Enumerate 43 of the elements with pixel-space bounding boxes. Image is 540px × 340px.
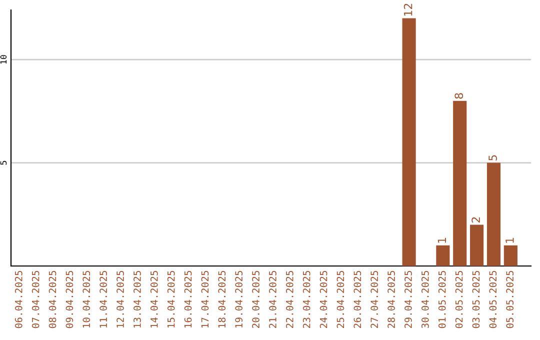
- bar: [504, 245, 518, 266]
- x-tick-label: 13.04.2025: [134, 270, 141, 328]
- bar: [453, 100, 467, 266]
- x-tick-label: 28.04.2025: [388, 270, 395, 328]
- x-tick-label: 15.04.2025: [167, 270, 175, 328]
- bar: [436, 245, 450, 266]
- x-tick-label: 07.04.2025: [32, 270, 40, 328]
- x-tick-label: 14.04.2025: [150, 270, 158, 328]
- x-tick-label: 21.04.2025: [269, 270, 276, 328]
- bar: [470, 224, 484, 266]
- x-tick-label: 09.04.2025: [66, 270, 74, 328]
- x-tick-label: 25.04.2025: [336, 270, 344, 328]
- x-tick-label: 12.04.2025: [116, 270, 124, 328]
- x-tick-label: 16.04.2025: [184, 270, 192, 328]
- x-tick-label: 19.04.2025: [235, 270, 243, 328]
- x-tick-label: 03.05.2025: [472, 270, 480, 328]
- bar: [402, 18, 416, 266]
- x-tick-label: 29.04.2025: [404, 270, 412, 328]
- y-tick-label: 10: [0, 55, 7, 64]
- x-tick-label: 10.04.2025: [82, 270, 90, 328]
- x-tick-label: 17.04.2025: [201, 270, 209, 328]
- data-label: 1: [438, 238, 446, 243]
- x-tick-label: 11.04.2025: [100, 270, 108, 328]
- x-tick-label: 18.04.2025: [218, 270, 226, 328]
- x-tick-label: 24.04.2025: [320, 270, 328, 328]
- x-tick-label: 06.04.2025: [14, 270, 22, 328]
- bar: [486, 162, 501, 266]
- x-tick-label: 04.05.2025: [489, 270, 497, 328]
- data-label: 1: [506, 238, 514, 243]
- x-tick-label: 23.04.2025: [302, 270, 310, 328]
- x-tick-label: 22.04.2025: [286, 270, 294, 328]
- data-label: 2: [472, 217, 480, 223]
- x-tick-label: 02.05.2025: [455, 270, 463, 328]
- data-label: 8: [454, 93, 464, 99]
- x-tick-label: 27.04.2025: [370, 270, 378, 328]
- x-tick-label: 20.04.2025: [252, 270, 260, 328]
- data-label: 12: [404, 4, 412, 16]
- x-tick-label: 05.05.2025: [506, 270, 514, 328]
- data-label: 5: [488, 155, 497, 161]
- x-tick-label: 01.05.2025: [438, 270, 446, 328]
- x-tick-label: 26.04.2025: [354, 270, 362, 328]
- x-tick-label: 08.04.2025: [48, 270, 56, 328]
- x-tick-label: 30.04.2025: [421, 270, 429, 328]
